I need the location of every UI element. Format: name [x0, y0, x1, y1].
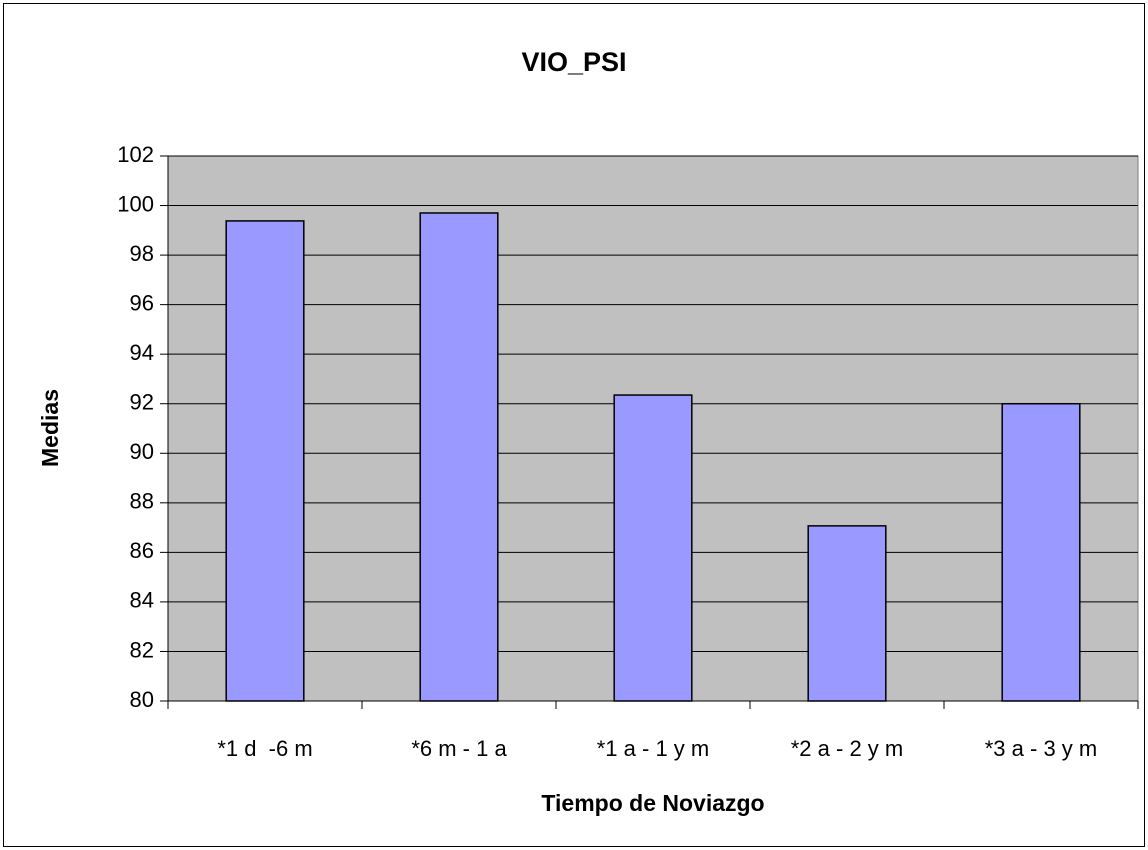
y-tick-label: 96	[130, 290, 154, 315]
x-tick-label: *1 a - 1 y m	[597, 736, 709, 761]
y-tick-label: 94	[130, 340, 154, 365]
chart-title: VIO_PSI	[521, 47, 626, 77]
y-tick-label: 88	[130, 489, 154, 514]
bar	[613, 394, 693, 702]
x-tick-label: *2 a - 2 y m	[791, 736, 903, 761]
y-tick-label: 90	[130, 439, 154, 464]
y-tick-label: 102	[117, 142, 154, 167]
x-tick-label: *1 d -6 m	[217, 736, 312, 761]
y-tick-label: 84	[130, 588, 154, 613]
y-tick-label: 100	[117, 191, 154, 216]
x-tick-label: *3 a - 3 y m	[985, 736, 1097, 761]
x-tick-label: *6 m - 1 a	[411, 736, 507, 761]
bar	[1001, 402, 1081, 702]
y-tick-label: 98	[130, 241, 154, 266]
y-tick-label: 92	[130, 390, 154, 415]
y-tick-label: 80	[130, 687, 154, 712]
y-tick-label: 86	[130, 538, 154, 563]
x-axis-title: Tiempo de Noviazgo	[541, 790, 764, 816]
y-axis-title: Medias	[37, 389, 63, 467]
bar	[225, 220, 305, 702]
bar	[419, 212, 499, 702]
y-tick-label: 82	[130, 637, 154, 662]
bar	[807, 525, 887, 702]
